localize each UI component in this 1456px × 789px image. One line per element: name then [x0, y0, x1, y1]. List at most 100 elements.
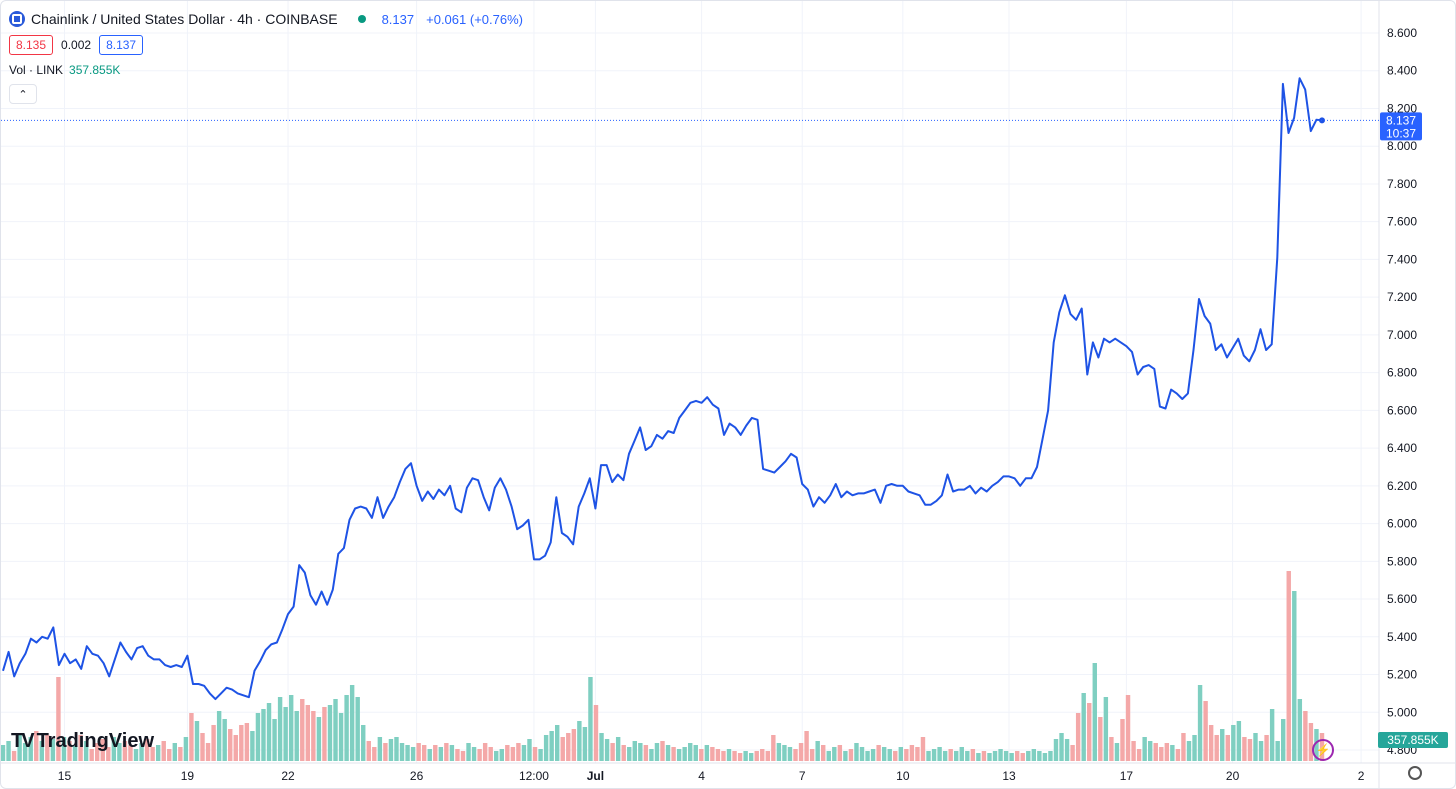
volume-bar [1064, 739, 1070, 761]
volume-bar [931, 749, 937, 761]
volume-legend[interactable]: Vol · LINK 357.855K [9, 63, 523, 77]
volume-bar [106, 747, 111, 761]
volume-bar [239, 725, 244, 761]
volume-bar [366, 741, 371, 761]
volume-bars [1, 571, 1325, 761]
volume-bar [1009, 753, 1014, 761]
symbol-header: Chainlink / United States Dollar · 4h · … [9, 9, 523, 104]
volume-bar [854, 743, 859, 761]
volume-bar [560, 737, 565, 761]
volume-bar [22, 743, 28, 761]
volume-bar [593, 705, 599, 761]
volume-bar [554, 725, 560, 761]
volume-bar [610, 743, 615, 761]
collapse-legend-button[interactable]: ⌃ [9, 84, 37, 104]
volume-bar [205, 743, 211, 761]
volume-bar [1098, 717, 1103, 761]
volume-bar [311, 711, 316, 761]
tradingview-watermark[interactable]: TV TradingView [11, 730, 154, 753]
volume-bar [444, 743, 449, 761]
x-tick-label: 22 [281, 769, 295, 783]
volume-bar [1142, 737, 1147, 761]
volume-bar [981, 751, 987, 761]
symbol-title[interactable]: Chainlink / United States Dollar · 4h · … [31, 11, 338, 27]
volume-bar [660, 741, 665, 761]
volume-bar [178, 747, 183, 761]
volume-bar [416, 743, 421, 761]
y-tick-label: 6.000 [1387, 517, 1417, 531]
lightning-icon[interactable]: ⚡ [1312, 739, 1334, 761]
volume-bar [100, 739, 105, 761]
volume-tag-box [1378, 732, 1448, 748]
volume-bar [277, 697, 283, 761]
volume-bar [1147, 741, 1153, 761]
volume-bar [1114, 743, 1120, 761]
volume-bar [1136, 749, 1142, 761]
volume-bar [250, 731, 255, 761]
volume-bar [998, 749, 1003, 761]
volume-bar [1181, 733, 1186, 761]
volume-bar [333, 699, 338, 761]
volume-bar [1264, 735, 1269, 761]
volume-bar [72, 745, 78, 761]
y-tick-label: 5.600 [1387, 592, 1417, 606]
volume-bar [965, 751, 970, 761]
volume-bar [399, 743, 405, 761]
volume-bar [1014, 751, 1020, 761]
volume-bar [183, 737, 189, 761]
market-status-dot-icon[interactable] [357, 15, 366, 23]
watermark-text: TradingView [36, 730, 155, 752]
volume-bar [200, 733, 205, 761]
volume-bar [1, 745, 6, 761]
volume-bar [50, 739, 56, 761]
volume-bar [643, 745, 649, 761]
chevron-up-icon: ⌃ [18, 88, 28, 101]
volume-bar [122, 741, 128, 761]
volume-bar [1159, 747, 1164, 761]
volume-bar [460, 751, 466, 761]
volume-bar [466, 743, 471, 761]
y-tick-label: 6.800 [1387, 366, 1417, 380]
volume-bar [848, 749, 854, 761]
y-tick-label: 7.800 [1387, 177, 1417, 191]
spread-value: 0.002 [61, 38, 92, 52]
volume-bar [283, 707, 288, 761]
x-tick-label: 7 [799, 769, 806, 783]
y-tick-label: 5.800 [1387, 554, 1417, 568]
y-tick-label: 6.400 [1387, 441, 1417, 455]
y-tick-label: 8.600 [1387, 26, 1417, 40]
volume-bar [355, 697, 360, 761]
volume-bar [377, 737, 383, 761]
volume-bar [1297, 699, 1303, 761]
volume-bar [621, 745, 626, 761]
volume-bar [959, 747, 964, 761]
volume-bar [987, 753, 992, 761]
volume-bar [455, 749, 460, 761]
settings-gear-icon[interactable] [1408, 766, 1422, 780]
volume-bar [809, 749, 815, 761]
price-series-line [2, 77, 1323, 701]
volume-bar [438, 747, 444, 761]
volume-bar [1303, 711, 1308, 761]
volume-bar [1170, 745, 1175, 761]
volume-bar [216, 711, 222, 761]
price-axis[interactable]: 8.600 8.400 8.200 8.000 7.800 7.600 7.400 7.200… [1378, 1, 1417, 789]
volume-bar [843, 751, 848, 761]
x-tick-label: 2 [1358, 769, 1365, 783]
sell-price-button[interactable]: 8.135 [9, 35, 54, 55]
volume-bar [1269, 709, 1275, 761]
volume-bar [288, 695, 294, 761]
time-axis[interactable]: 15 19 22 26 12:00 Jul 4 7 10 13 17 20 2 [1, 762, 1456, 783]
volume-bar [388, 739, 394, 761]
volume-bar [1109, 737, 1114, 761]
volume-bar [78, 735, 83, 761]
tradingview-logo-icon: TV [11, 730, 35, 752]
volume-bar [859, 747, 865, 761]
x-tick-label: Jul [587, 769, 604, 783]
volume-tag-value: 357.855K [1387, 733, 1438, 747]
volume-bar [117, 743, 122, 761]
volume-bar [898, 747, 904, 761]
y-tick-label: 5.200 [1387, 668, 1417, 682]
buy-price-button[interactable]: 8.137 [99, 35, 144, 55]
